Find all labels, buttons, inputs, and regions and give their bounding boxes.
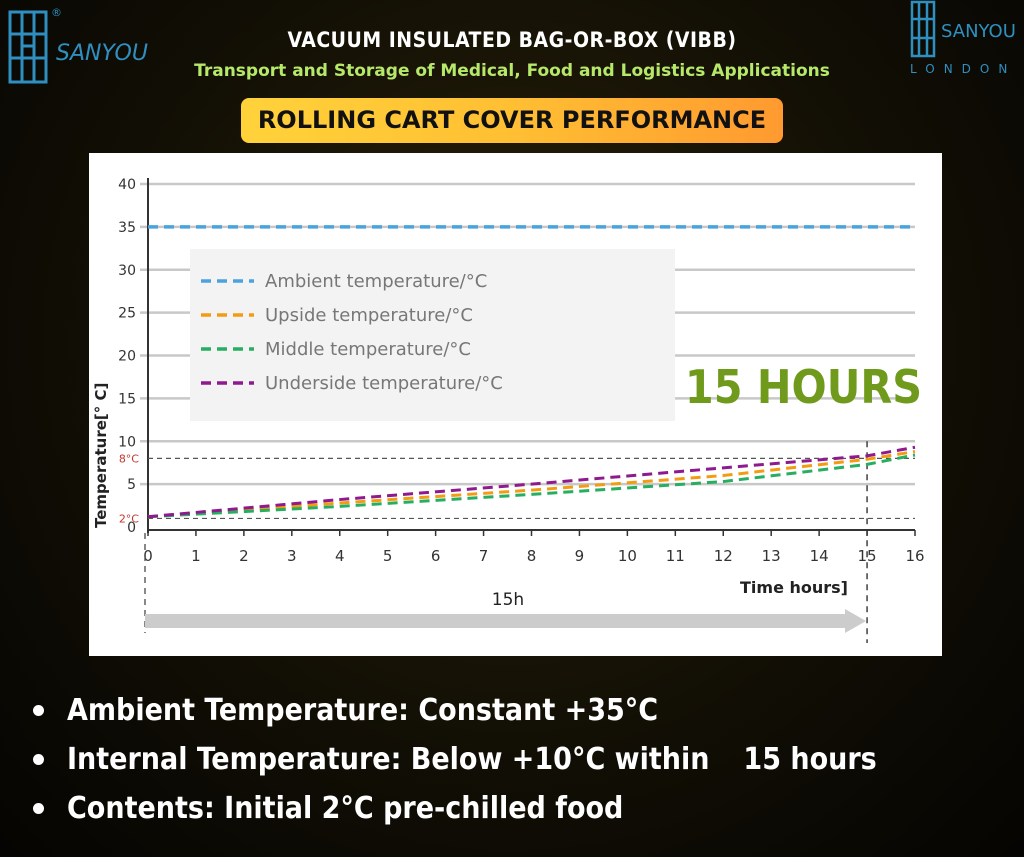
registered-mark: ® bbox=[51, 6, 62, 19]
bullet-item: Contents: Initial 2°C pre-chilled food bbox=[30, 784, 877, 833]
span-arrow-shaft bbox=[145, 614, 845, 628]
y-tick-label: 20 bbox=[118, 349, 136, 365]
x-tick-label: 3 bbox=[287, 547, 297, 565]
y-tick-label: 10 bbox=[118, 434, 136, 450]
sanyou-emblem-icon bbox=[8, 10, 48, 84]
legend-label: Middle temperature/°C bbox=[265, 339, 471, 360]
span-arrow-head bbox=[845, 609, 866, 633]
x-tick-label: 9 bbox=[575, 547, 585, 565]
bullet-text: Ambient Temperature: Constant +35°C bbox=[67, 693, 659, 728]
span-label: 15h bbox=[492, 590, 524, 610]
sanyou-emblem-icon bbox=[910, 0, 936, 58]
x-tick-label: 5 bbox=[383, 547, 393, 565]
x-tick-label: 6 bbox=[431, 547, 441, 565]
chart-card: 0 5 10 15 20 25 30 35 40 0 1 2 3 4 5 6 7 8 9 10 11 12 13 14 15 16… bbox=[89, 153, 942, 656]
sanyou-logo-right: SANYOU LONDON bbox=[905, 0, 1024, 80]
bullet-list: Ambient Temperature: Constant +35°C Inte… bbox=[30, 686, 877, 833]
legend-label: Upside temperature/°C bbox=[265, 305, 473, 326]
x-tick-label: 10 bbox=[618, 547, 637, 565]
series-line bbox=[147, 445, 916, 519]
bullet-item: Internal Temperature: Below +10°C within… bbox=[30, 735, 877, 784]
y-tick-label: 30 bbox=[118, 263, 136, 279]
page-subtitle: Transport and Storage of Medical, Food a… bbox=[194, 61, 830, 81]
bullet-dot bbox=[33, 803, 44, 814]
x-tick-label: 12 bbox=[714, 547, 733, 565]
reference-label: 8°C bbox=[119, 452, 139, 465]
left-logo-text: SANYOU bbox=[56, 41, 148, 66]
x-tick-label: 2 bbox=[239, 547, 249, 565]
callout-text: 15 HOURS bbox=[685, 360, 922, 414]
y-tick-label: 40 bbox=[118, 177, 136, 193]
y-axis-label: Temperature[° C] bbox=[92, 383, 110, 528]
y-tick-label: 25 bbox=[118, 306, 136, 322]
bullet-dot bbox=[33, 754, 44, 765]
y-tick-label: 15 bbox=[118, 391, 136, 407]
performance-banner: ROLLING CART COVER PERFORMANCE bbox=[241, 98, 783, 143]
legend-label: Ambient temperature/°C bbox=[265, 271, 487, 292]
sanyou-logo-left: ® SANYOU bbox=[8, 6, 158, 90]
y-tick-label: 35 bbox=[118, 220, 136, 236]
x-tick-label: 13 bbox=[762, 547, 781, 565]
right-logo-text: SANYOU bbox=[941, 21, 1016, 42]
bullet-text-hours: 15 hours bbox=[743, 742, 877, 777]
x-tick-label: 0 bbox=[143, 547, 153, 565]
bullet-text: Internal Temperature: Below +10°C within bbox=[67, 742, 710, 777]
y-tick-label: 5 bbox=[127, 477, 136, 493]
x-axis-label: Time hours] bbox=[740, 578, 848, 597]
bullet-text: Contents: Initial 2°C pre-chilled food bbox=[67, 791, 624, 826]
x-tick-label: 16 bbox=[905, 547, 924, 565]
reference-label: 2°C bbox=[119, 512, 139, 525]
y-tick-label: 0 bbox=[127, 520, 136, 536]
x-tick-label: 1 bbox=[191, 547, 201, 565]
page-title: VACUUM INSULATED BAG-OR-BOX (VIBB) bbox=[287, 28, 737, 52]
x-tick-label: 4 bbox=[335, 547, 345, 565]
legend-label: Underside temperature/°C bbox=[265, 373, 503, 394]
x-tick-label: 8 bbox=[527, 547, 537, 565]
x-tick-label: 11 bbox=[666, 547, 685, 565]
bullet-dot bbox=[33, 705, 44, 716]
bullet-item: Ambient Temperature: Constant +35°C bbox=[30, 686, 877, 735]
series-line bbox=[147, 450, 916, 519]
x-tick-label: 7 bbox=[479, 547, 489, 565]
series-line bbox=[147, 453, 916, 519]
legend-box bbox=[190, 249, 675, 421]
right-logo-subtext: LONDON bbox=[910, 62, 1017, 76]
x-tick-label: 14 bbox=[810, 547, 829, 565]
